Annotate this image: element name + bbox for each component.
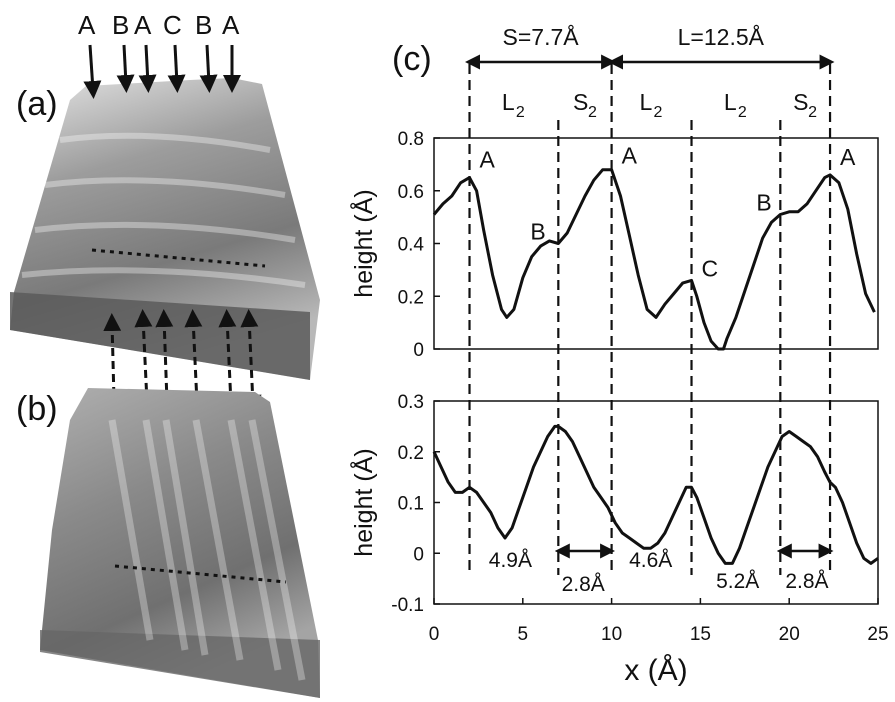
top-arrows [83,44,241,99]
segment-label: L [502,89,515,115]
connector-arrow [184,309,206,412]
site-arrow [116,44,135,93]
site-label: B [195,10,212,40]
long-spacing-label: L=12.5Å [678,23,765,50]
x-axis-label: x (Å) [624,654,687,687]
y-axis-label: height (Å) [348,448,378,556]
segment-label-subscript: 2 [588,104,597,121]
segment-label-subscript: 2 [654,104,663,121]
y-tick-label: 0.6 [398,182,424,203]
segment-label: S [793,89,808,115]
x-tick-label: 15 [690,624,711,645]
y-tick-label: 0.2 [398,287,424,308]
site-label: B [112,10,129,40]
y-tick-label: 0.4 [398,235,425,256]
segment-label: L [640,89,653,115]
site-arrow [167,44,186,93]
segment-label-subscript: 2 [738,104,747,121]
segment-label-subscript: 2 [808,104,817,121]
connector-arrows [103,309,262,413]
series-line [432,424,879,565]
x-tick-label: 20 [779,624,800,645]
connector-arrow [240,309,262,413]
gap-label: 4.6Å [629,549,672,572]
gap-label: 5.2Å [716,570,759,593]
surface-ridges-a [21,132,306,288]
site-arrow [199,44,218,93]
y-tick-label: 0 [413,340,424,361]
surface-image-b [40,388,320,698]
site-arrow [83,44,102,99]
gap-label: 4.9Å [489,549,532,572]
point-label: B [530,219,545,245]
point-label: A [480,147,496,173]
site-arrow [138,44,157,93]
panel-label-b: (b) [16,390,58,428]
point-label: A [840,144,856,170]
site-label: A [78,10,96,40]
y-axis-label: height (Å) [348,189,378,297]
segment-label: L [724,89,737,115]
panel-label-a: (a) [16,85,58,123]
site-label: C [163,10,182,40]
surface-edge-b [40,630,320,698]
y-tick-label: -0.1 [391,595,424,616]
gap-label: 2.8Å [785,570,828,593]
x-tick-label: 10 [601,624,622,645]
top-site-labels: A B A C B A [78,10,240,40]
panel-label-c: (c) [392,40,432,78]
y-tick-label: 0.3 [398,392,424,413]
site-label: A [134,10,152,40]
scan-line-a [91,248,266,268]
surface-ridges-b [108,419,306,681]
x-tick-label: 5 [518,624,529,645]
point-label: A [622,143,638,169]
point-label: C [702,255,719,281]
connector-arrow [103,313,123,409]
gap-label: 2.8Å [562,573,605,596]
scan-line-b [114,564,287,584]
short-spacing-label: S=7.7Å [503,23,580,50]
connector-arrow [155,309,176,411]
segment-label-subscript: 2 [516,104,525,121]
connector-arrow [134,309,156,411]
x-tick-label: 0 [429,624,440,645]
segment-label: S [573,89,588,115]
x-tick-label: 25 [867,624,888,645]
y-tick-label: 0.1 [398,494,424,515]
point-label: B [756,189,771,215]
y-tick-label: 0.2 [398,443,424,464]
connector-arrow [218,309,240,413]
series-line [432,168,876,351]
y-tick-label: 0.8 [398,129,424,150]
site-label: A [222,10,240,40]
panel-b: (b) [16,388,320,698]
y-tick-label: 0 [413,544,424,565]
